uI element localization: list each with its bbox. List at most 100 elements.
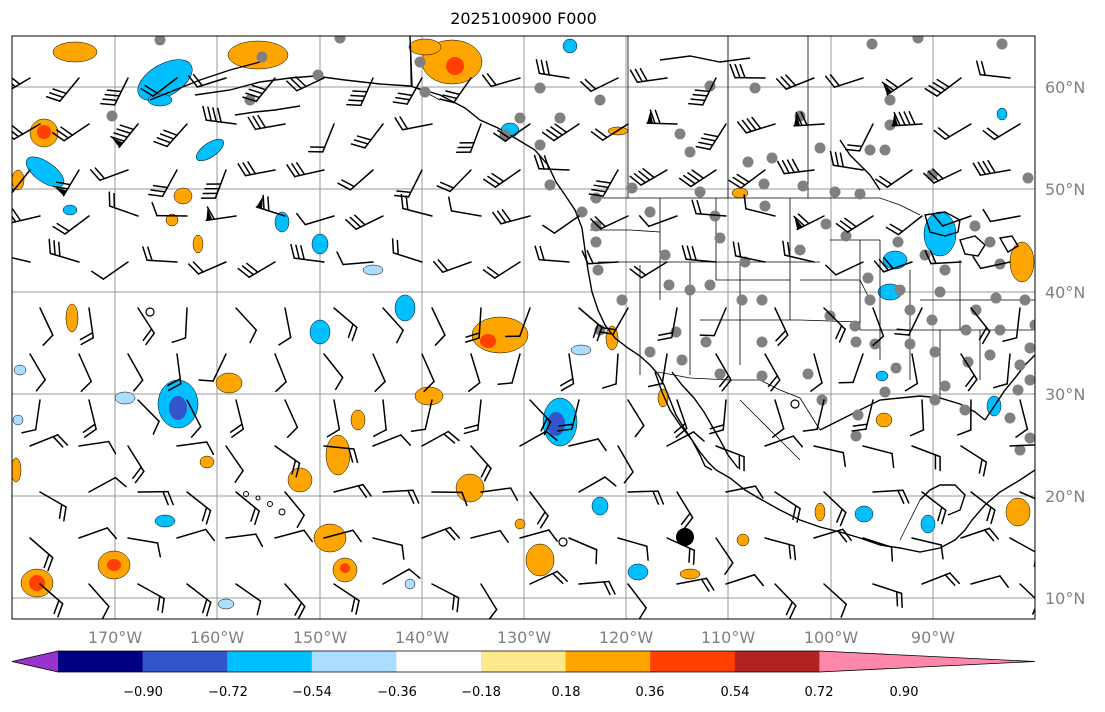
- coastlines: [145, 36, 1035, 553]
- positive-field-blob: [414, 386, 444, 406]
- wind-barb: [439, 77, 472, 104]
- wind-barb: [323, 529, 362, 543]
- station-dot: [926, 314, 938, 326]
- latitude-labels: 60°N 50°N 40°N 30°N 20°N 10°N: [1045, 78, 1085, 608]
- wind-barb: [695, 123, 727, 151]
- negative-field-blob: [274, 211, 290, 233]
- station-dot: [854, 188, 866, 200]
- wind-barb: [542, 215, 580, 234]
- wind-barb: [127, 537, 162, 558]
- negative-field-blob: [62, 204, 78, 216]
- wind-barb: [921, 572, 961, 586]
- station-dot: [594, 94, 606, 106]
- island: [243, 491, 249, 497]
- station-dot: [756, 336, 768, 348]
- wind-barb: [872, 489, 910, 504]
- positive-field-blob: [107, 559, 121, 571]
- station-dot: [749, 82, 761, 94]
- positive-field-blob: [65, 303, 79, 333]
- station-dot: [663, 279, 675, 291]
- negative-field-blob: [362, 264, 384, 276]
- wind-barb: [743, 194, 776, 217]
- wind-barb: [578, 307, 603, 342]
- wind-barb: [529, 491, 549, 529]
- station-dot: [766, 152, 778, 164]
- wind-barb: [235, 307, 258, 344]
- border-line: [715, 198, 790, 281]
- station-dot: [256, 51, 268, 63]
- wind-barb: [559, 353, 575, 392]
- station-dot: [1029, 319, 1035, 331]
- colorbar-outline: [11, 650, 1036, 673]
- lon-label: 140°W: [395, 628, 450, 647]
- wind-barb: [295, 212, 335, 226]
- station-dot: [676, 354, 688, 366]
- positive-field-blob: [12, 169, 25, 191]
- positive-field-blob: [52, 41, 98, 63]
- station-dot: [879, 144, 891, 156]
- wind-barb: [45, 77, 80, 102]
- station-dot: [554, 112, 566, 124]
- station-dot: [960, 324, 972, 336]
- wind-barb: [875, 169, 913, 188]
- wind-barb: [482, 261, 521, 279]
- station-dot: [929, 394, 941, 406]
- wind-barb: [187, 261, 227, 275]
- wind-barb: [186, 399, 202, 438]
- wind-barb: [825, 261, 864, 276]
- wind-barb: [627, 583, 647, 619]
- wind-barb: [53, 169, 80, 197]
- wind-barb: [960, 353, 978, 392]
- positive-field-blob: [455, 473, 485, 503]
- wind-barb: [108, 191, 139, 217]
- negative-field-blob: [875, 370, 889, 382]
- wind-barb: [391, 238, 423, 263]
- station-dot: [742, 156, 754, 168]
- station-dot: [984, 349, 996, 361]
- lat-label: 40°N: [1045, 283, 1085, 302]
- wind-barb: [813, 528, 853, 543]
- wind-barb: [688, 77, 717, 106]
- wind-barb: [535, 59, 570, 79]
- wind-barb: [629, 168, 668, 186]
- wind-barb: [350, 123, 384, 149]
- wind-barb: [468, 353, 481, 393]
- positive-field-blob: [1005, 497, 1031, 527]
- wind-barb: [715, 353, 732, 392]
- station-dot: [894, 284, 906, 296]
- colorbar-tick-label: −0.90: [123, 685, 163, 700]
- station-dot: [969, 220, 981, 232]
- wind-barb: [410, 399, 433, 432]
- wind-barb: [88, 583, 110, 619]
- wind-barb: [764, 435, 804, 448]
- wind-barb: [455, 123, 482, 153]
- station-dot: [852, 409, 864, 421]
- wind-barb: [436, 169, 472, 193]
- negative-field-blob: [311, 233, 329, 255]
- lon-label: 170°W: [88, 628, 143, 647]
- wind-barb: [813, 445, 847, 468]
- station-dot: [576, 206, 588, 218]
- wind-barb: [541, 123, 580, 142]
- wind-barb: [802, 399, 825, 432]
- wind-barb: [12, 254, 31, 263]
- station-dot: [814, 142, 826, 154]
- border-line: [739, 399, 801, 461]
- wind-barb: [483, 169, 521, 188]
- wind-barb: [676, 577, 715, 592]
- station-dot: [1012, 384, 1024, 396]
- negative-field-blob: [217, 598, 235, 610]
- wind-barb: [88, 476, 127, 493]
- wind-barb: [823, 307, 846, 343]
- wind-barb: [137, 490, 174, 506]
- wind-barb: [421, 430, 460, 447]
- wind-barb: [862, 537, 894, 562]
- station-dot: [1004, 412, 1016, 424]
- positive-field-blob: [173, 187, 193, 205]
- wind-barb: [862, 445, 895, 469]
- station-dot: [1019, 294, 1031, 306]
- station-dot: [759, 200, 771, 212]
- wind-barb: [793, 213, 825, 231]
- negative-field-blob: [309, 319, 331, 345]
